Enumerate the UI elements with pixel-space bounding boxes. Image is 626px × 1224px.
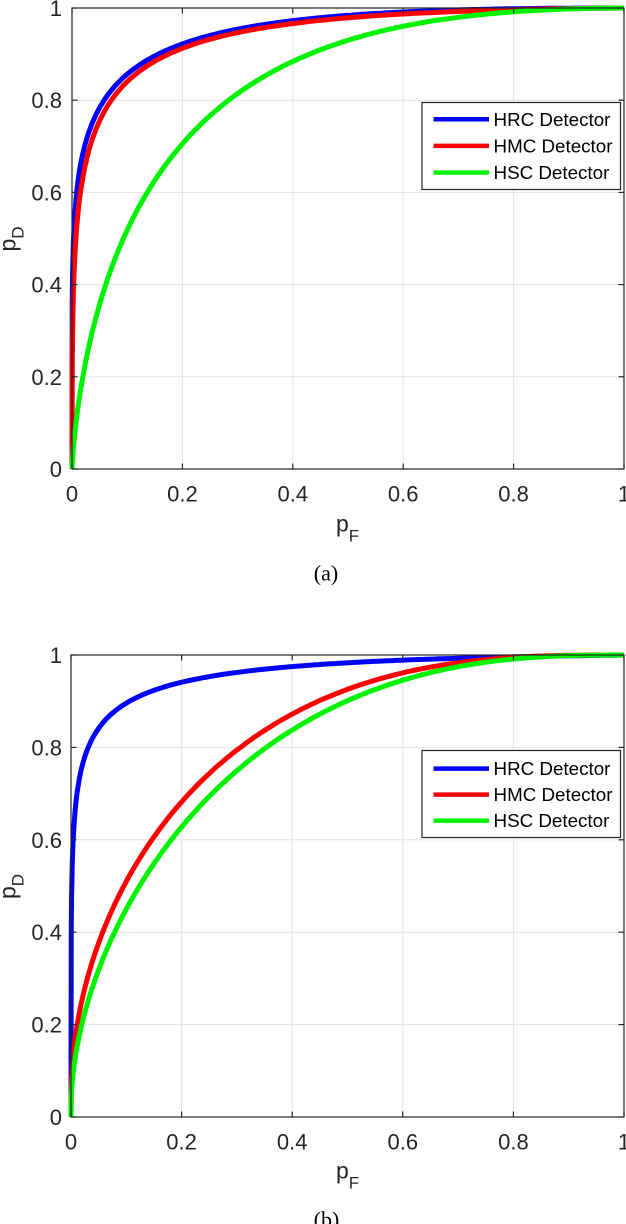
svg-text:0.6: 0.6 — [31, 180, 62, 205]
svg-text:0.2: 0.2 — [167, 482, 198, 507]
svg-text:0.6: 0.6 — [388, 482, 419, 507]
svg-text:0.8: 0.8 — [31, 735, 62, 760]
svg-text:HSC Detector: HSC Detector — [494, 810, 610, 831]
svg-text:0: 0 — [50, 457, 62, 482]
svg-text:0.4: 0.4 — [277, 1130, 308, 1155]
svg-text:0.2: 0.2 — [31, 1013, 62, 1038]
svg-text:0.8: 0.8 — [498, 482, 529, 507]
svg-text:HMC Detector: HMC Detector — [494, 136, 613, 157]
svg-text:HSC Detector: HSC Detector — [494, 162, 610, 183]
svg-text:0: 0 — [65, 1130, 77, 1155]
svg-text:(b): (b) — [314, 1207, 340, 1224]
svg-text:HMC Detector: HMC Detector — [494, 784, 613, 805]
svg-text:0.6: 0.6 — [31, 828, 62, 853]
svg-text:0.2: 0.2 — [166, 1130, 197, 1155]
svg-text:1: 1 — [50, 643, 62, 668]
svg-text:0.6: 0.6 — [388, 1130, 419, 1155]
svg-text:0: 0 — [50, 1105, 62, 1130]
svg-text:(a): (a) — [314, 561, 338, 586]
svg-text:1: 1 — [618, 1130, 626, 1155]
svg-text:0.4: 0.4 — [31, 273, 62, 298]
svg-text:0.4: 0.4 — [278, 482, 309, 507]
svg-text:1: 1 — [50, 0, 62, 21]
svg-text:0.4: 0.4 — [31, 920, 62, 945]
svg-text:0: 0 — [66, 482, 78, 507]
svg-text:0.8: 0.8 — [498, 1130, 529, 1155]
svg-text:0.2: 0.2 — [31, 365, 62, 390]
svg-text:1: 1 — [618, 482, 626, 507]
svg-text:0.8: 0.8 — [31, 88, 62, 113]
svg-text:HRC Detector: HRC Detector — [494, 109, 611, 130]
svg-text:HRC Detector: HRC Detector — [494, 758, 611, 779]
